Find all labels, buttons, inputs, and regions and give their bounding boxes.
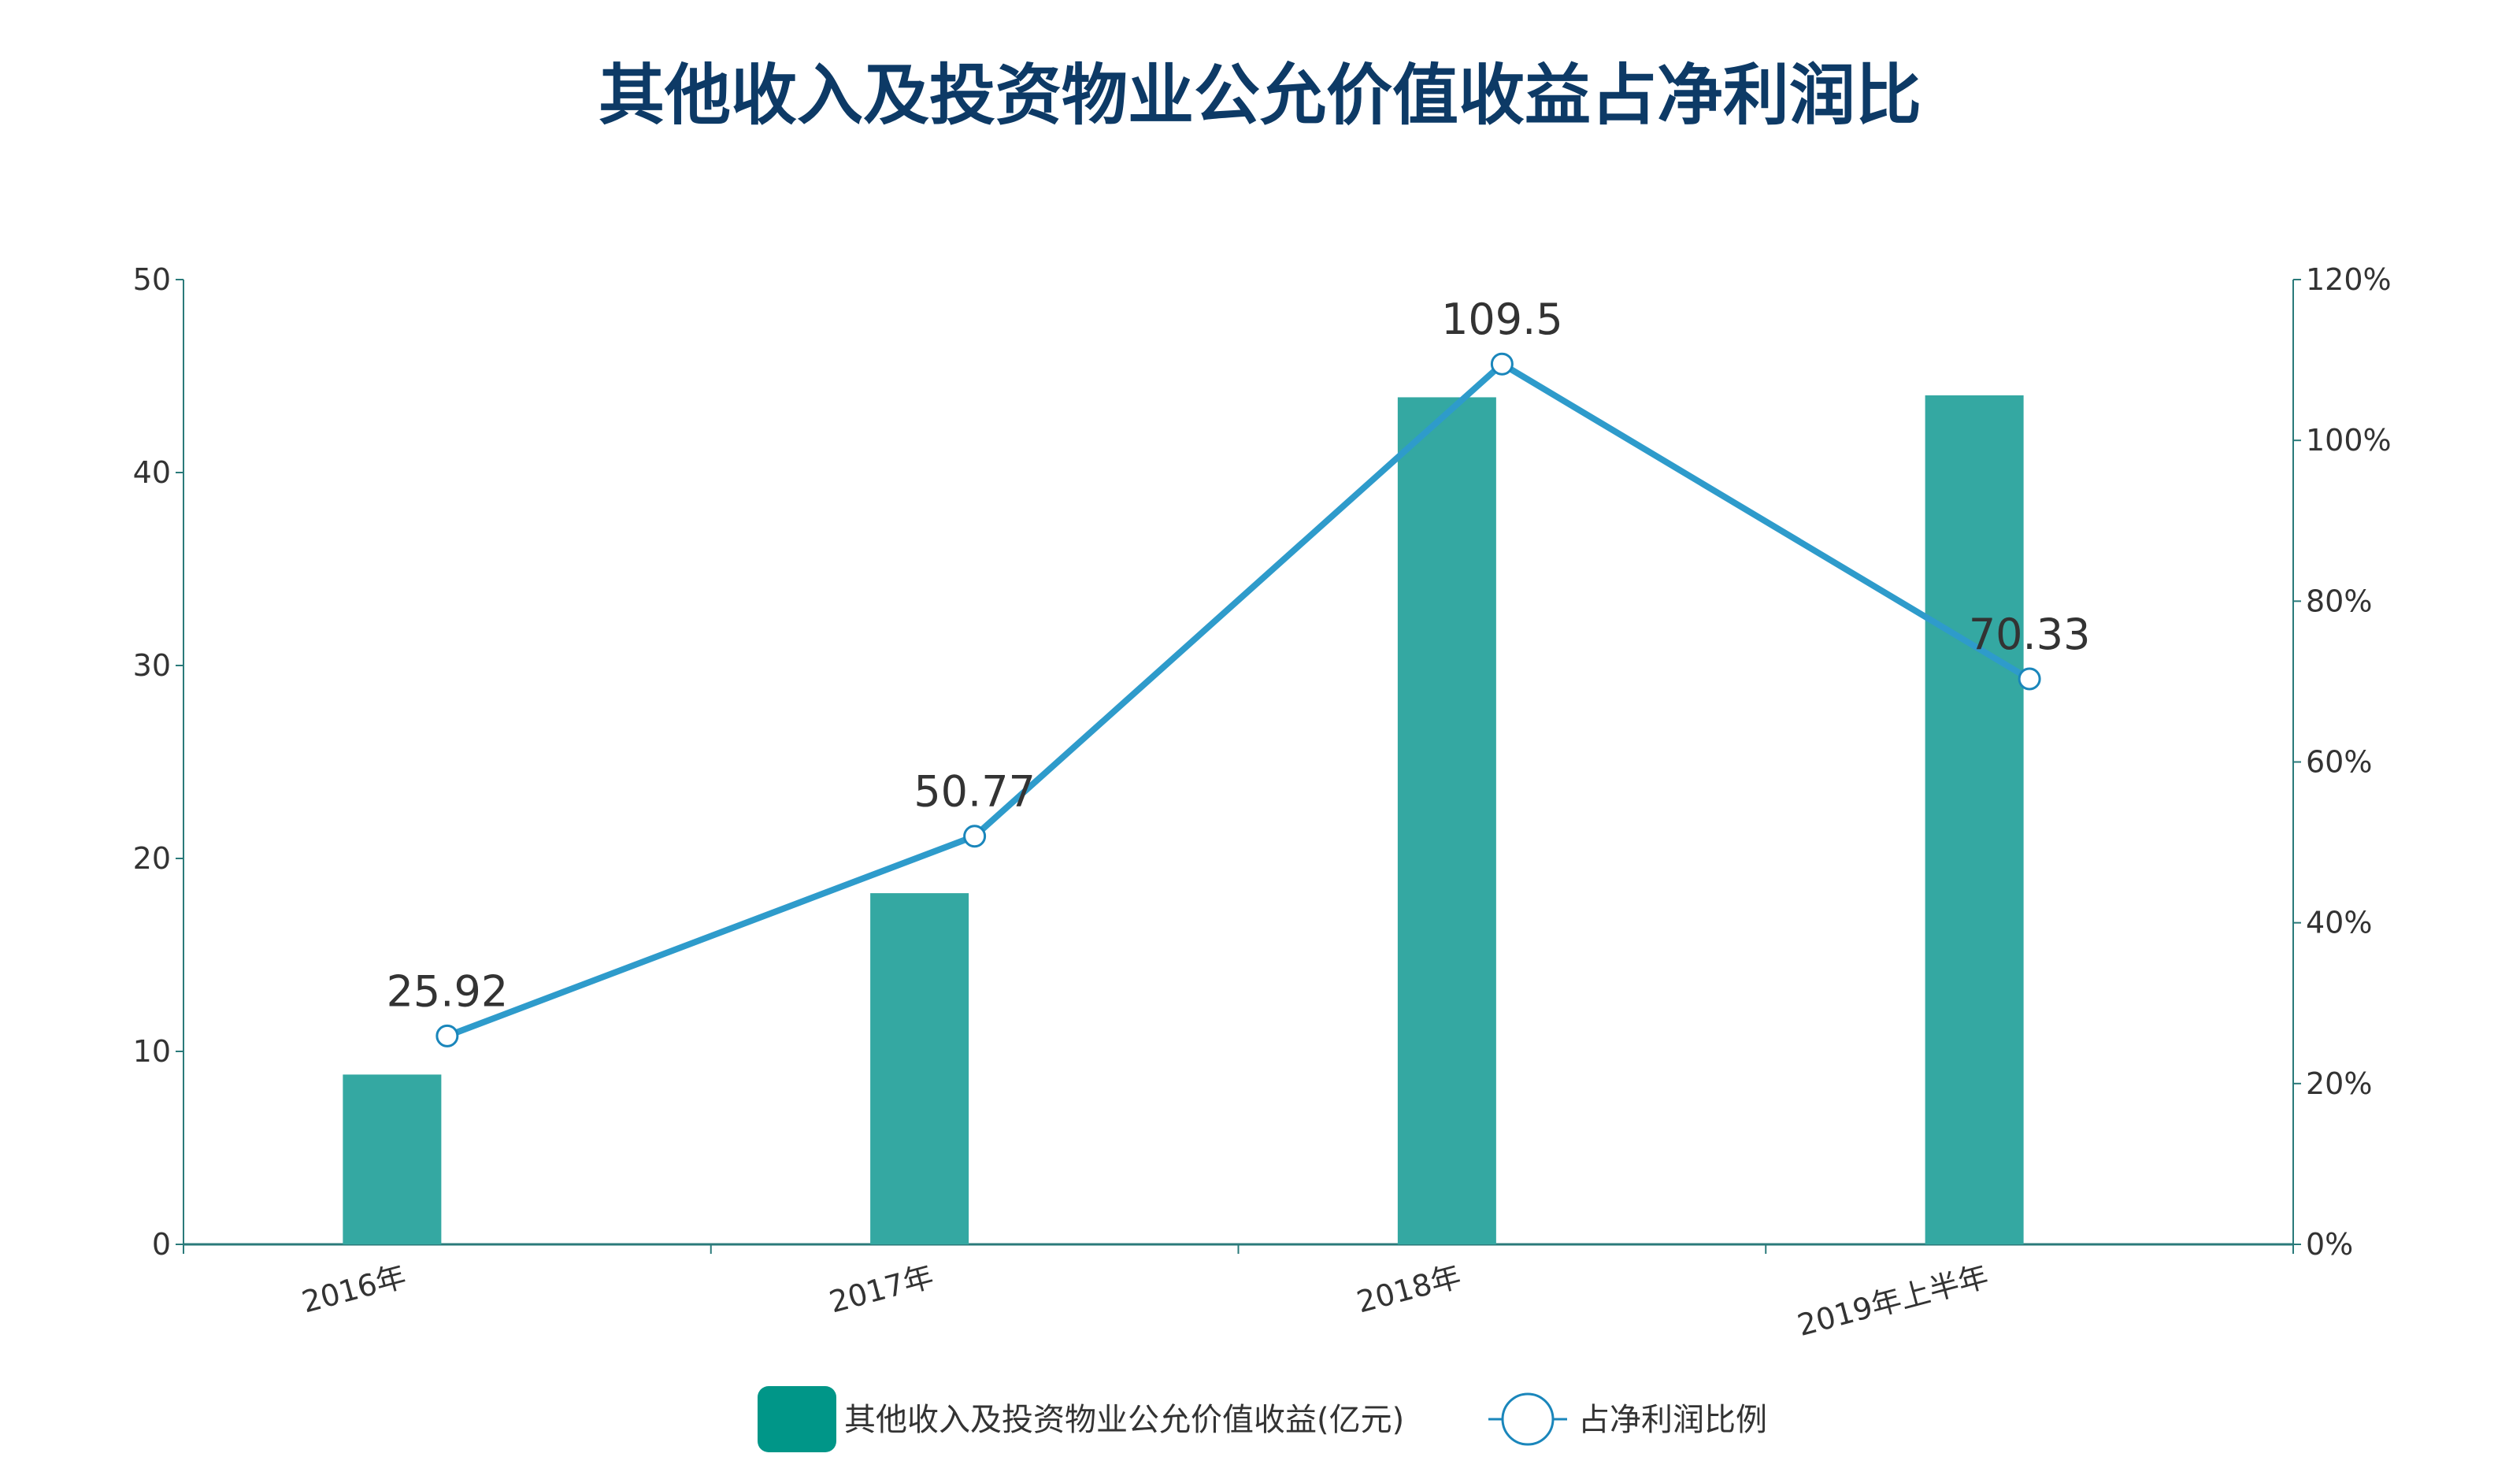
line-point bbox=[963, 825, 987, 848]
legend-label-bar: 其他收入及投资物业公允价值收益(亿元) bbox=[844, 1402, 1404, 1438]
legend-bar-swatch bbox=[758, 1386, 836, 1452]
line-series bbox=[446, 361, 2032, 1040]
legend-line-marker bbox=[1501, 1392, 1555, 1446]
line-point bbox=[1490, 352, 1514, 376]
chart-title: 其他收入及投资物业公允价值收益占净利润比 bbox=[598, 57, 1922, 134]
y-left-tick-label: 0 bbox=[152, 1227, 171, 1262]
x-tick-label: 2017年 bbox=[825, 1259, 937, 1319]
y-right-tick-label: 60% bbox=[2306, 745, 2372, 780]
bar bbox=[343, 1074, 442, 1244]
y-left-tick-label: 20 bbox=[133, 841, 171, 876]
data-label: 50.77 bbox=[914, 767, 1036, 817]
bar bbox=[870, 893, 969, 1244]
y-left-tick-label: 40 bbox=[133, 455, 171, 490]
y-right-tick-label: 0% bbox=[2306, 1227, 2353, 1262]
y-right-tick-label: 20% bbox=[2306, 1066, 2372, 1101]
data-label: 70.33 bbox=[1969, 610, 2091, 659]
y-right-tick-label: 40% bbox=[2306, 906, 2372, 940]
x-tick-label: 2016年 bbox=[298, 1259, 410, 1319]
y-left-tick-label: 30 bbox=[133, 648, 171, 683]
x-tick-label: 2019年上半年 bbox=[1794, 1259, 1992, 1343]
line-point bbox=[435, 1024, 459, 1047]
y-left-tick-label: 50 bbox=[133, 262, 171, 297]
y-right-tick-label: 80% bbox=[2306, 584, 2372, 618]
bar bbox=[1925, 395, 2024, 1244]
y-left-tick-label: 10 bbox=[133, 1034, 171, 1069]
line-point bbox=[2018, 667, 2041, 691]
y-right-tick-label: 120% bbox=[2306, 262, 2392, 297]
data-label: 25.92 bbox=[387, 966, 509, 1016]
legend-label-line: 占净利润比例 bbox=[1578, 1402, 1767, 1438]
data-label: 109.5 bbox=[1441, 295, 1563, 344]
y-right-tick-label: 100% bbox=[2306, 423, 2392, 458]
x-tick-label: 2018年 bbox=[1353, 1259, 1465, 1319]
bar bbox=[1397, 397, 1496, 1245]
